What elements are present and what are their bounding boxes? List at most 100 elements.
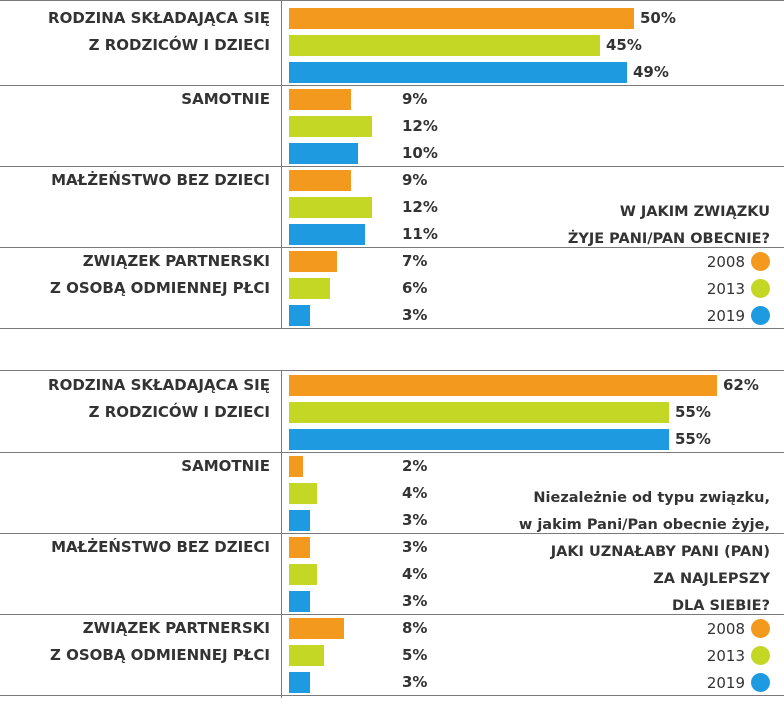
legend-dot-icon <box>751 306 770 325</box>
legend-item-2008: 2008 <box>707 615 770 642</box>
value-label: 3% <box>402 673 428 691</box>
category-label-line: SAMOTNIE <box>181 90 270 108</box>
bar-2008 <box>289 618 344 639</box>
legend-label: 2013 <box>706 279 745 298</box>
bar-2019 <box>289 62 627 83</box>
bar-2013 <box>289 197 372 218</box>
value-label: 11% <box>402 225 438 243</box>
legend-dot-icon <box>751 673 770 692</box>
bar-2019 <box>289 510 310 531</box>
chart-panel-preferred: RODZINA SKŁADAJĄCA SIĘ Z RODZICÓW I DZIEC… <box>0 370 784 708</box>
value-label: 55% <box>675 403 711 421</box>
category-label-line: MAŁŻEŃSTWO BEZ DZIECI <box>51 171 270 189</box>
bar-2008 <box>289 537 310 558</box>
value-label: 8% <box>402 619 428 637</box>
value-label: 45% <box>606 36 642 54</box>
legend-item-2008: 2008 <box>707 248 770 275</box>
question-line: DLA SIEBIE? <box>671 598 770 614</box>
bar-2019 <box>289 672 310 693</box>
value-label: 7% <box>402 252 428 270</box>
value-label: 2% <box>402 457 428 475</box>
group-separator <box>0 452 784 453</box>
value-label: 4% <box>402 565 428 583</box>
value-label: 50% <box>640 9 676 27</box>
bar-2013 <box>289 564 317 585</box>
vertical-divider <box>281 0 282 328</box>
category-label-line: Z RODZICÓW I DZIECI <box>88 403 270 421</box>
legend-dot-icon <box>751 619 770 638</box>
value-label: 3% <box>402 538 428 556</box>
question-line: JAKI UZNAŁABY PANI (PAN) <box>550 544 770 560</box>
category-label-line: SAMOTNIE <box>181 457 270 475</box>
vertical-divider <box>281 370 282 698</box>
legend-label: 2019 <box>706 306 745 325</box>
bar-2019 <box>289 305 310 326</box>
category-label-line: RODZINA SKŁADAJĄCA SIĘ <box>48 376 270 394</box>
category-label-line: ZWIĄZEK PARTNERSKI <box>82 619 270 637</box>
legend-label: 2008 <box>706 252 745 271</box>
value-label: 62% <box>723 376 759 394</box>
bar-2013 <box>289 278 330 299</box>
legend-dot-icon <box>751 646 770 665</box>
group-separator <box>0 614 784 615</box>
bar-2019 <box>289 224 365 245</box>
legend-dot-icon <box>751 252 770 271</box>
chart-panel-current: RODZINA SKŁADAJĄCA SIĘ Z RODZICÓW I DZIEC… <box>0 0 784 341</box>
value-label: 5% <box>402 646 428 664</box>
bar-2013 <box>289 402 669 423</box>
bar-2019 <box>289 591 310 612</box>
legend-label: 2008 <box>706 619 745 638</box>
category-label: MAŁŻEŃSTWO BEZ DZIECI <box>0 167 270 194</box>
bar-2008 <box>289 456 303 477</box>
value-label: 6% <box>402 279 428 297</box>
bar-2013 <box>289 116 372 137</box>
category-label-line: MAŁŻEŃSTWO BEZ DZIECI <box>51 538 270 556</box>
category-label: ZWIĄZEK PARTNERSKI Z OSOBĄ ODMIENNEJ PŁCI <box>0 248 270 302</box>
group-separator <box>0 695 784 696</box>
category-label-line: Z OSOBĄ ODMIENNEJ PŁCI <box>50 279 270 297</box>
value-label: 12% <box>402 117 438 135</box>
category-label-line: Z RODZICÓW I DZIECI <box>88 36 270 54</box>
group-separator <box>0 85 784 86</box>
category-label: SAMOTNIE <box>0 453 270 480</box>
value-label: 3% <box>402 511 428 529</box>
value-label: 10% <box>402 144 438 162</box>
question-text: Niezależnie od typu związku, w jakim Pani… <box>519 485 770 620</box>
legend-label: 2019 <box>706 673 745 692</box>
question-text: W JAKIM ZWIĄZKU ŻYJE PANI/PAN OBECNIE? <box>568 199 770 253</box>
question-line: w jakim Pani/Pan obecnie żyje, <box>518 517 770 533</box>
question-line: Niezależnie od typu związku, <box>533 490 770 506</box>
group-separator <box>0 328 784 329</box>
question-line: W JAKIM ZWIĄZKU <box>619 204 770 220</box>
top-separator <box>0 370 784 371</box>
legend-item-2013: 2013 <box>707 642 770 669</box>
legend-item-2019: 2019 <box>707 669 770 696</box>
bar-2019 <box>289 143 358 164</box>
category-label: RODZINA SKŁADAJĄCA SIĘ Z RODZICÓW I DZIEC… <box>0 372 270 426</box>
category-label: MAŁŻEŃSTWO BEZ DZIECI <box>0 534 270 561</box>
group-separator <box>0 247 784 248</box>
category-label-line: ZWIĄZEK PARTNERSKI <box>82 252 270 270</box>
value-label: 55% <box>675 430 711 448</box>
legend-item-2019: 2019 <box>707 302 770 329</box>
category-label-line: Z OSOBĄ ODMIENNEJ PŁCI <box>50 646 270 664</box>
question-line: ZA NAJLEPSZY <box>653 571 770 587</box>
category-label: RODZINA SKŁADAJĄCA SIĘ Z RODZICÓW I DZIEC… <box>0 5 270 59</box>
group-separator <box>0 533 784 534</box>
value-label: 12% <box>402 198 438 216</box>
bar-2013 <box>289 35 600 56</box>
legend-dot-icon <box>751 279 770 298</box>
question-line: ŻYJE PANI/PAN OBECNIE? <box>567 231 770 247</box>
bar-2008 <box>289 170 351 191</box>
bar-2013 <box>289 645 324 666</box>
value-label: 49% <box>633 63 669 81</box>
value-label: 4% <box>402 484 428 502</box>
value-label: 3% <box>402 306 428 324</box>
category-label: SAMOTNIE <box>0 86 270 113</box>
value-label: 9% <box>402 171 428 189</box>
bar-2008 <box>289 8 634 29</box>
bar-2008 <box>289 251 337 272</box>
bar-2008 <box>289 89 351 110</box>
legend-item-2013: 2013 <box>707 275 770 302</box>
bar-2013 <box>289 483 317 504</box>
